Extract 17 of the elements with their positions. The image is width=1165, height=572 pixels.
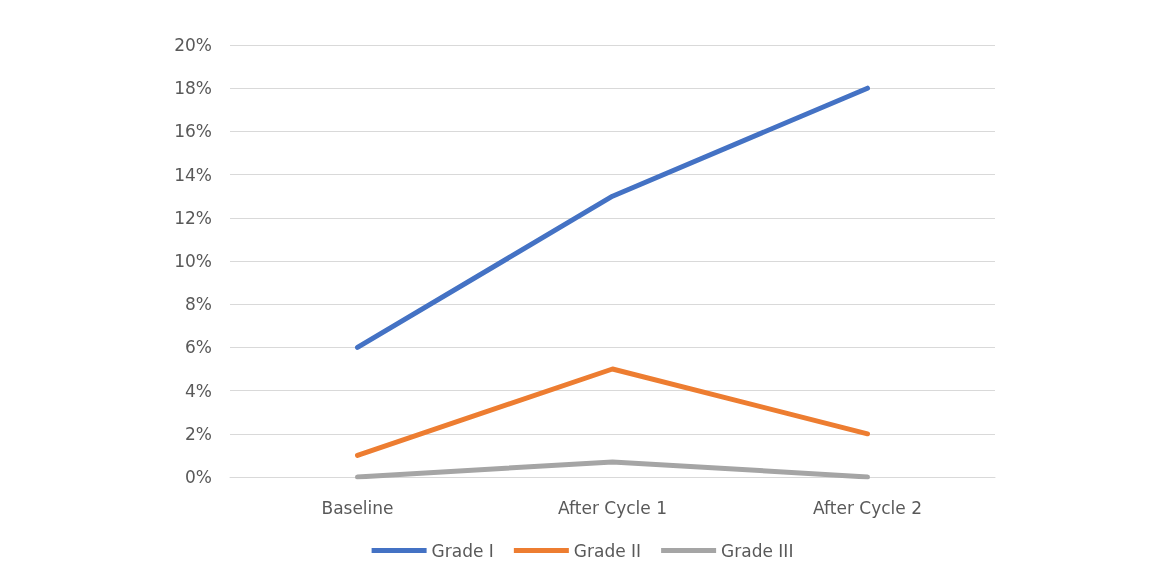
legend-label: Grade III (721, 540, 794, 561)
y-tick-label: 16% (174, 121, 212, 142)
y-tick-label: 2% (185, 423, 212, 444)
y-tick-label: 12% (174, 207, 212, 228)
legend-label: Grade II (573, 540, 642, 561)
x-tick-label: After Cycle 2 (813, 497, 922, 518)
x-tick-label: After Cycle 1 (558, 497, 667, 518)
x-tick-label: Baseline (321, 497, 394, 518)
y-tick-label: 8% (185, 294, 212, 315)
y-tick-label: 10% (174, 251, 212, 271)
y-tick-label: 14% (174, 164, 212, 185)
y-tick-label: 6% (185, 337, 212, 358)
y-tick-label: 0% (185, 467, 212, 487)
y-tick-label: 20% (174, 35, 212, 55)
legend-label: Grade I (431, 540, 494, 561)
y-tick-label: 18% (174, 78, 212, 99)
y-tick-label: 4% (185, 380, 212, 401)
